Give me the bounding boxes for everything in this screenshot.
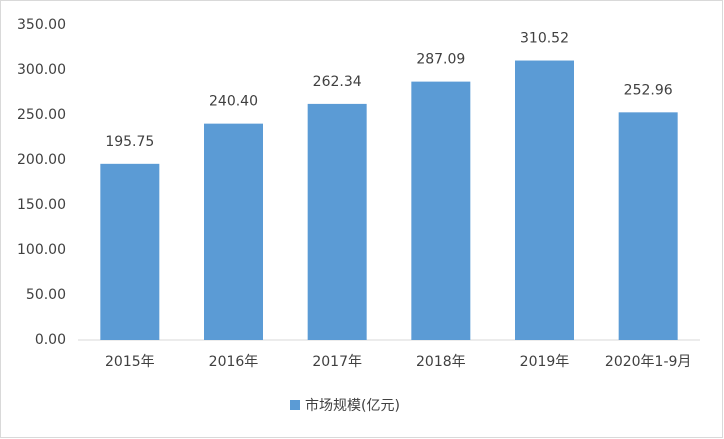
data-label: 240.40 xyxy=(209,94,258,110)
y-tick-label: 0.00 xyxy=(35,332,66,348)
bar xyxy=(515,60,574,340)
y-tick-label: 50.00 xyxy=(26,287,66,303)
legend-label: 市场规模(亿元) xyxy=(305,397,400,414)
y-tick-label: 200.00 xyxy=(17,152,66,168)
y-tick-label: 150.00 xyxy=(17,197,66,213)
data-label: 262.34 xyxy=(313,74,362,90)
data-label: 195.75 xyxy=(105,134,154,150)
x-tick-label: 2019年 xyxy=(520,354,570,370)
bar xyxy=(307,103,367,340)
bar xyxy=(100,163,160,340)
x-tick-label: 2015年 xyxy=(105,354,155,370)
y-tick-label: 100.00 xyxy=(17,242,66,258)
legend-swatch xyxy=(290,400,300,410)
y-tick-label: 300.00 xyxy=(17,62,66,78)
data-label: 310.52 xyxy=(520,31,569,47)
data-label: 287.09 xyxy=(416,52,465,68)
x-tick-label: 2018年 xyxy=(416,354,466,370)
y-tick-label: 250.00 xyxy=(17,107,66,123)
x-tick-label: 2020年1-9月 xyxy=(605,354,692,370)
y-tick-label: 350.00 xyxy=(17,17,66,33)
data-label: 252.96 xyxy=(624,82,673,98)
bar xyxy=(204,123,263,340)
x-tick-label: 2017年 xyxy=(312,354,362,370)
bar xyxy=(411,81,471,340)
bar xyxy=(618,112,678,340)
x-tick-label: 2016年 xyxy=(209,354,259,370)
